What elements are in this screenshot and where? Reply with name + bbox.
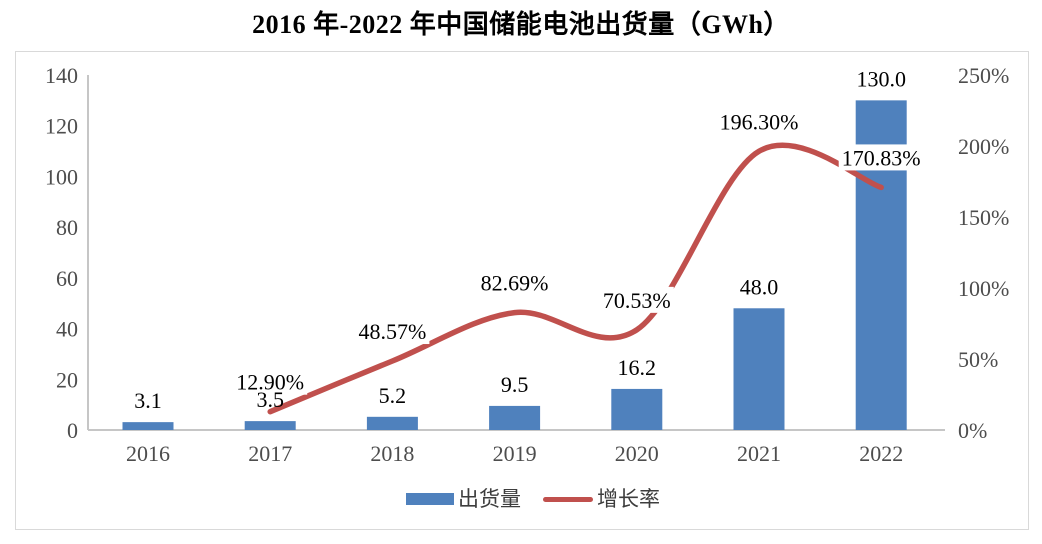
growth-label-bg — [355, 318, 430, 345]
category-label: 2021 — [737, 441, 781, 466]
legend-growth-label: 增长率 — [597, 487, 660, 511]
shipments-bar — [122, 422, 174, 430]
left-axis-tick-label: 80 — [56, 215, 78, 240]
left-axis-tick-label: 140 — [45, 63, 78, 88]
left-axis-tick-label: 100 — [45, 164, 78, 189]
shipments-bar — [489, 405, 541, 430]
growth-value-label: 82.69% — [481, 271, 549, 296]
left-axis-tick-label: 40 — [56, 317, 78, 342]
bar-value-label: 5.2 — [379, 383, 407, 408]
right-axis-tick-label: 100% — [958, 276, 1009, 301]
left-axis-tick-label: 20 — [56, 367, 78, 392]
category-label: 2020 — [615, 441, 659, 466]
right-axis-tick-label: 0% — [958, 418, 987, 443]
growth-rate-line — [267, 142, 884, 415]
category-label: 2019 — [493, 441, 537, 466]
right-axis-tick-label: 200% — [958, 134, 1009, 159]
left-axis-tick-label: 0 — [67, 418, 78, 443]
shipments-bar — [733, 308, 785, 430]
category-label: 2022 — [859, 441, 903, 466]
legend-item-shipments: 出货量 — [406, 488, 521, 510]
shipments-bar — [611, 388, 663, 430]
bar-value-label: 3.5 — [256, 387, 284, 412]
category-label: 2016 — [126, 441, 170, 466]
bar-value-label: 3.1 — [134, 388, 162, 413]
legend-item-growth: 增长率 — [543, 488, 660, 510]
growth-value-label: 196.30% — [720, 109, 799, 134]
left-axis-tick-label: 120 — [45, 114, 78, 139]
shipments-bar — [244, 421, 296, 430]
bar-value-label: 9.5 — [501, 372, 529, 397]
right-axis-tick-label: 250% — [958, 63, 1009, 88]
growth-value-label: 48.57% — [358, 319, 426, 344]
legend: 出货量 增长率 — [406, 488, 660, 510]
growth-value-label: 12.90% — [236, 370, 304, 395]
category-label: 2017 — [248, 441, 292, 466]
category-label: 2018 — [370, 441, 414, 466]
left-axis-tick-label: 60 — [56, 266, 78, 291]
growth-label-bg — [599, 286, 674, 313]
shipments-bar — [366, 416, 418, 430]
growth-label-bg — [477, 269, 552, 296]
chart-title: 2016 年-2022 年中国储能电池出货量（GWh） — [252, 10, 790, 39]
growth-label-bg — [716, 108, 802, 135]
growth-value-label: 170.83% — [842, 145, 921, 170]
growth-label-bg — [838, 144, 924, 171]
bar-value-label: 48.0 — [740, 274, 779, 299]
legend-line-swatch — [543, 496, 593, 502]
bar-value-label: 16.2 — [618, 355, 657, 380]
right-axis-tick-label: 50% — [958, 347, 998, 372]
bar-value-label: 130.0 — [856, 66, 906, 91]
legend-shipments-label: 出货量 — [458, 487, 521, 511]
growth-label-bg — [233, 368, 308, 395]
growth-value-label: 70.53% — [603, 288, 671, 313]
right-axis-tick-label: 150% — [958, 205, 1009, 230]
legend-bar-swatch — [406, 493, 454, 505]
